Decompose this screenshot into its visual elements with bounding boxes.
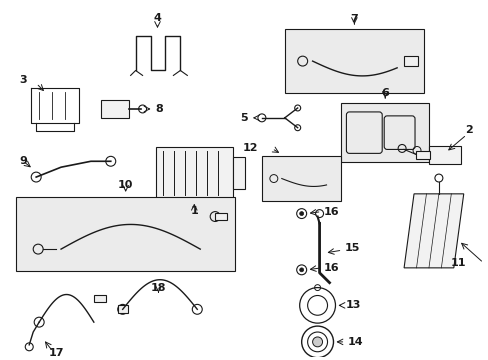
- Bar: [101, 100, 128, 118]
- Text: 6: 6: [381, 88, 388, 98]
- Text: 4: 4: [153, 13, 161, 23]
- Bar: [262, 156, 341, 201]
- Text: 9: 9: [20, 156, 27, 166]
- Text: 13: 13: [345, 300, 360, 310]
- Bar: [233, 157, 244, 189]
- Circle shape: [312, 337, 322, 347]
- Text: 15: 15: [344, 243, 359, 253]
- Polygon shape: [403, 194, 463, 268]
- Text: 14: 14: [346, 337, 362, 347]
- Bar: [428, 147, 460, 164]
- Bar: [284, 29, 423, 93]
- Bar: [415, 152, 429, 159]
- Circle shape: [299, 212, 303, 216]
- Text: 8: 8: [155, 104, 163, 114]
- Text: 18: 18: [150, 283, 166, 293]
- FancyBboxPatch shape: [384, 116, 414, 149]
- Text: 16: 16: [323, 207, 339, 217]
- Bar: [94, 294, 105, 302]
- Text: 16: 16: [323, 263, 339, 273]
- FancyBboxPatch shape: [346, 112, 382, 153]
- Text: 3: 3: [20, 75, 27, 85]
- Text: 11: 11: [450, 258, 466, 268]
- Text: 10: 10: [118, 180, 133, 190]
- Text: 17: 17: [48, 348, 64, 358]
- Text: 1: 1: [190, 206, 198, 216]
- Text: 12: 12: [242, 143, 257, 153]
- Text: 2: 2: [464, 125, 471, 135]
- Bar: [403, 56, 417, 66]
- Text: 7: 7: [350, 14, 358, 24]
- Bar: [155, 148, 233, 199]
- Circle shape: [299, 268, 303, 272]
- Text: 5: 5: [240, 113, 247, 123]
- Bar: [16, 197, 235, 271]
- Bar: [215, 213, 226, 220]
- Bar: [341, 103, 428, 162]
- Bar: [118, 305, 127, 313]
